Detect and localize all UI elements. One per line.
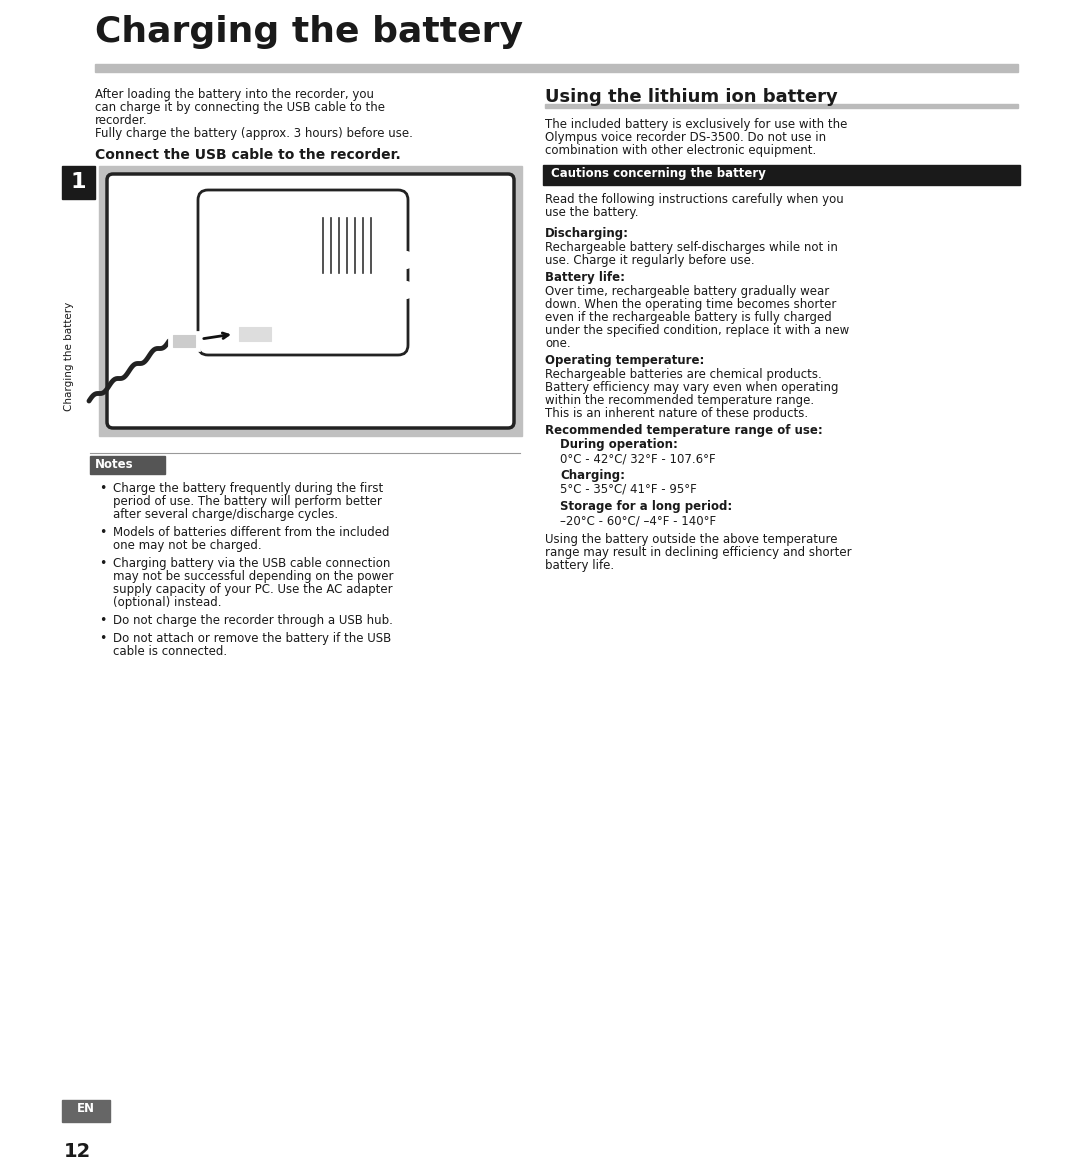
Text: Read the following instructions carefully when you: Read the following instructions carefull…: [545, 193, 843, 206]
Text: Discharging:: Discharging:: [545, 227, 629, 239]
Text: •: •: [99, 526, 106, 539]
Text: Battery efficiency may vary even when operating: Battery efficiency may vary even when op…: [545, 381, 838, 395]
Bar: [168, 332, 199, 351]
Text: 1: 1: [71, 172, 86, 192]
Text: Using the battery outside the above temperature: Using the battery outside the above temp…: [545, 533, 837, 546]
Text: Do not charge the recorder through a USB hub.: Do not charge the recorder through a USB…: [113, 614, 393, 627]
Text: •: •: [99, 632, 106, 644]
Text: The included battery is exclusively for use with the: The included battery is exclusively for …: [545, 118, 848, 131]
Text: range may result in declining efficiency and shorter: range may result in declining efficiency…: [545, 546, 852, 559]
Text: •: •: [99, 557, 106, 570]
Bar: [99, 165, 522, 436]
Bar: [237, 323, 274, 345]
Text: battery life.: battery life.: [545, 559, 615, 572]
Text: use. Charge it regularly before use.: use. Charge it regularly before use.: [545, 255, 755, 267]
Text: EN: EN: [77, 1101, 95, 1115]
Text: Battery life:: Battery life:: [545, 271, 625, 283]
Text: can charge it by connecting the USB cable to the: can charge it by connecting the USB cabl…: [95, 101, 384, 115]
Text: combination with other electronic equipment.: combination with other electronic equipm…: [545, 143, 816, 157]
Text: •: •: [99, 614, 106, 627]
Bar: [62, 165, 95, 199]
Text: During operation:: During operation:: [561, 439, 678, 451]
Bar: [173, 336, 195, 347]
Text: •: •: [99, 482, 106, 495]
Text: Connect the USB cable to the recorder.: Connect the USB cable to the recorder.: [95, 148, 401, 162]
Bar: [239, 327, 271, 341]
Circle shape: [399, 252, 414, 268]
Text: down. When the operating time becomes shorter: down. When the operating time becomes sh…: [545, 299, 836, 311]
Bar: [62, 1100, 110, 1122]
Text: Charging:: Charging:: [561, 469, 625, 482]
Text: under the specified condition, replace it with a new: under the specified condition, replace i…: [545, 324, 849, 337]
Bar: [543, 165, 1020, 185]
Text: one may not be charged.: one may not be charged.: [113, 539, 261, 552]
Bar: [90, 456, 165, 474]
Text: Fully charge the battery (approx. 3 hours) before use.: Fully charge the battery (approx. 3 hour…: [95, 127, 413, 140]
Text: Charging the battery: Charging the battery: [95, 15, 523, 49]
Bar: [248, 331, 266, 337]
Circle shape: [216, 292, 224, 299]
Circle shape: [399, 282, 414, 299]
Text: Charging the battery: Charging the battery: [64, 301, 73, 411]
FancyBboxPatch shape: [107, 174, 514, 428]
Text: (optional) instead.: (optional) instead.: [113, 596, 221, 609]
Text: Charge the battery frequently during the first: Charge the battery frequently during the…: [113, 482, 383, 495]
Text: Rechargeable batteries are chemical products.: Rechargeable batteries are chemical prod…: [545, 368, 822, 381]
Circle shape: [376, 215, 390, 229]
Circle shape: [216, 311, 224, 319]
Text: Over time, rechargeable battery gradually wear: Over time, rechargeable battery graduall…: [545, 285, 829, 299]
Text: after several charge/discharge cycles.: after several charge/discharge cycles.: [113, 508, 338, 521]
FancyBboxPatch shape: [198, 190, 408, 355]
Text: Cautions concerning the battery: Cautions concerning the battery: [551, 167, 766, 180]
Text: Storage for a long period:: Storage for a long period:: [561, 500, 732, 513]
Text: This is an inherent nature of these products.: This is an inherent nature of these prod…: [545, 407, 808, 420]
Bar: [545, 104, 1018, 108]
Text: supply capacity of your PC. Use the AC adapter: supply capacity of your PC. Use the AC a…: [113, 583, 393, 596]
Text: period of use. The battery will perform better: period of use. The battery will perform …: [113, 495, 382, 508]
Text: recorder.: recorder.: [95, 115, 148, 127]
Text: 5°C - 35°C/ 41°F - 95°F: 5°C - 35°C/ 41°F - 95°F: [561, 482, 697, 496]
Text: Rechargeable battery self-discharges while not in: Rechargeable battery self-discharges whi…: [545, 241, 838, 255]
Text: may not be successful depending on the power: may not be successful depending on the p…: [113, 570, 393, 583]
Text: 0°C - 42°C/ 32°F - 107.6°F: 0°C - 42°C/ 32°F - 107.6°F: [561, 452, 716, 465]
Text: Do not attach or remove the battery if the USB: Do not attach or remove the battery if t…: [113, 632, 391, 644]
Text: Recommended temperature range of use:: Recommended temperature range of use:: [545, 423, 823, 437]
Text: Olympus voice recorder DS-3500. Do not use in: Olympus voice recorder DS-3500. Do not u…: [545, 131, 826, 143]
Text: 12: 12: [64, 1142, 91, 1157]
Text: even if the rechargeable battery is fully charged: even if the rechargeable battery is full…: [545, 311, 832, 324]
Text: cable is connected.: cable is connected.: [113, 644, 227, 658]
Text: within the recommended temperature range.: within the recommended temperature range…: [545, 395, 814, 407]
Text: use the battery.: use the battery.: [545, 206, 638, 219]
Text: Charging battery via the USB cable connection: Charging battery via the USB cable conne…: [113, 557, 390, 570]
Text: –20°C - 60°C/ –4°F - 140°F: –20°C - 60°C/ –4°F - 140°F: [561, 514, 716, 526]
Text: one.: one.: [545, 337, 570, 351]
Text: After loading the battery into the recorder, you: After loading the battery into the recor…: [95, 88, 374, 101]
Text: Notes: Notes: [95, 458, 134, 471]
Text: Models of batteries different from the included: Models of batteries different from the i…: [113, 526, 390, 539]
Text: Operating temperature:: Operating temperature:: [545, 354, 704, 367]
Text: Using the lithium ion battery: Using the lithium ion battery: [545, 88, 838, 106]
Bar: [95, 64, 1018, 72]
